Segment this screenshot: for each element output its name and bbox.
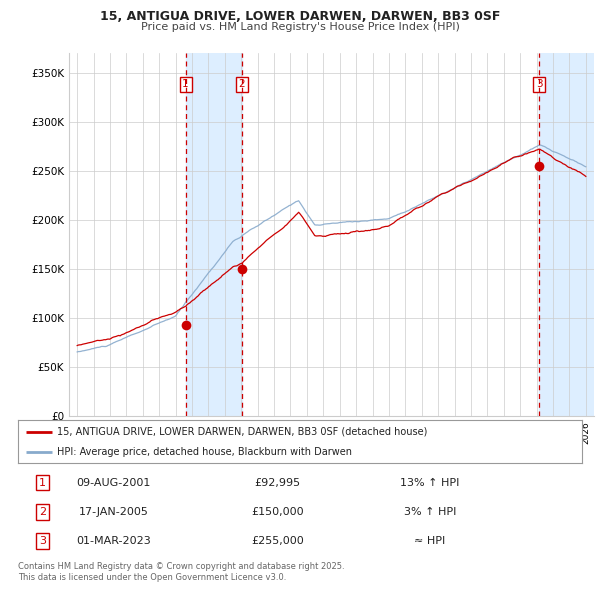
Text: 3% ↑ HPI: 3% ↑ HPI (404, 507, 456, 517)
Text: ≈ HPI: ≈ HPI (414, 536, 445, 546)
Text: 15, ANTIGUA DRIVE, LOWER DARWEN, DARWEN, BB3 0SF: 15, ANTIGUA DRIVE, LOWER DARWEN, DARWEN,… (100, 10, 500, 23)
Text: 1: 1 (182, 80, 189, 90)
Text: 17-JAN-2005: 17-JAN-2005 (79, 507, 149, 517)
Text: 2: 2 (239, 80, 245, 90)
Text: £150,000: £150,000 (251, 507, 304, 517)
Text: 1: 1 (39, 477, 46, 487)
Text: 3: 3 (39, 536, 46, 546)
Text: 13% ↑ HPI: 13% ↑ HPI (400, 477, 460, 487)
Text: 3: 3 (536, 80, 542, 90)
Text: £92,995: £92,995 (254, 477, 301, 487)
Text: 2: 2 (38, 507, 46, 517)
Text: 09-AUG-2001: 09-AUG-2001 (77, 477, 151, 487)
Text: HPI: Average price, detached house, Blackburn with Darwen: HPI: Average price, detached house, Blac… (58, 447, 352, 457)
Bar (185, 53, 242, 416)
Text: 01-MAR-2023: 01-MAR-2023 (77, 536, 151, 546)
Bar (539, 53, 594, 416)
Text: 15, ANTIGUA DRIVE, LOWER DARWEN, DARWEN, BB3 0SF (detached house): 15, ANTIGUA DRIVE, LOWER DARWEN, DARWEN,… (58, 427, 428, 437)
Text: £255,000: £255,000 (251, 536, 304, 546)
Bar (539, 53, 594, 416)
Text: Price paid vs. HM Land Registry's House Price Index (HPI): Price paid vs. HM Land Registry's House … (140, 22, 460, 32)
Text: Contains HM Land Registry data © Crown copyright and database right 2025.
This d: Contains HM Land Registry data © Crown c… (18, 562, 344, 582)
